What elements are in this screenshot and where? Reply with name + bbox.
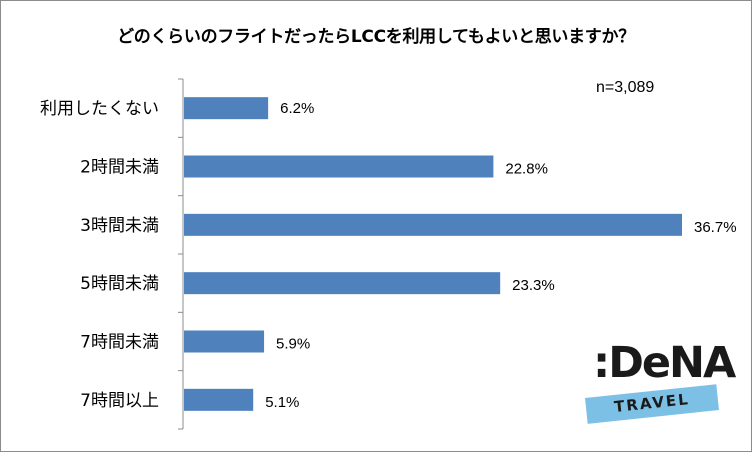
logo-brand-text: :DeNA (593, 338, 736, 388)
dena-travel-logo: :DeNA TRAVEL (585, 338, 736, 434)
logo-sub-text: TRAVEL (613, 390, 691, 416)
data-label: 23.3% (512, 277, 555, 294)
bar (184, 388, 254, 411)
category-label: 7時間未満 (80, 333, 159, 353)
sample-size-note: n=3,089 (596, 79, 655, 96)
bar (184, 213, 682, 236)
chart-title: どのくらいのフライトだったらLCCを利用してもよいと思いますか？ (117, 27, 635, 47)
logo-band: TRAVEL (585, 384, 719, 424)
category-label: 5時間未満 (80, 274, 159, 294)
data-label: 5.1% (265, 394, 299, 411)
data-label: 22.8% (505, 161, 548, 178)
category-label: 3時間未満 (80, 216, 159, 236)
bar (184, 330, 265, 353)
category-label: 2時間未満 (80, 158, 159, 178)
category-label: 利用したくない (40, 99, 159, 119)
data-label: 36.7% (694, 219, 737, 236)
bar (184, 272, 501, 295)
data-label: 6.2% (280, 100, 314, 117)
bar (184, 97, 269, 120)
data-label: 5.9% (276, 336, 310, 353)
category-label: 7時間以上 (80, 391, 159, 411)
bar (184, 155, 494, 178)
